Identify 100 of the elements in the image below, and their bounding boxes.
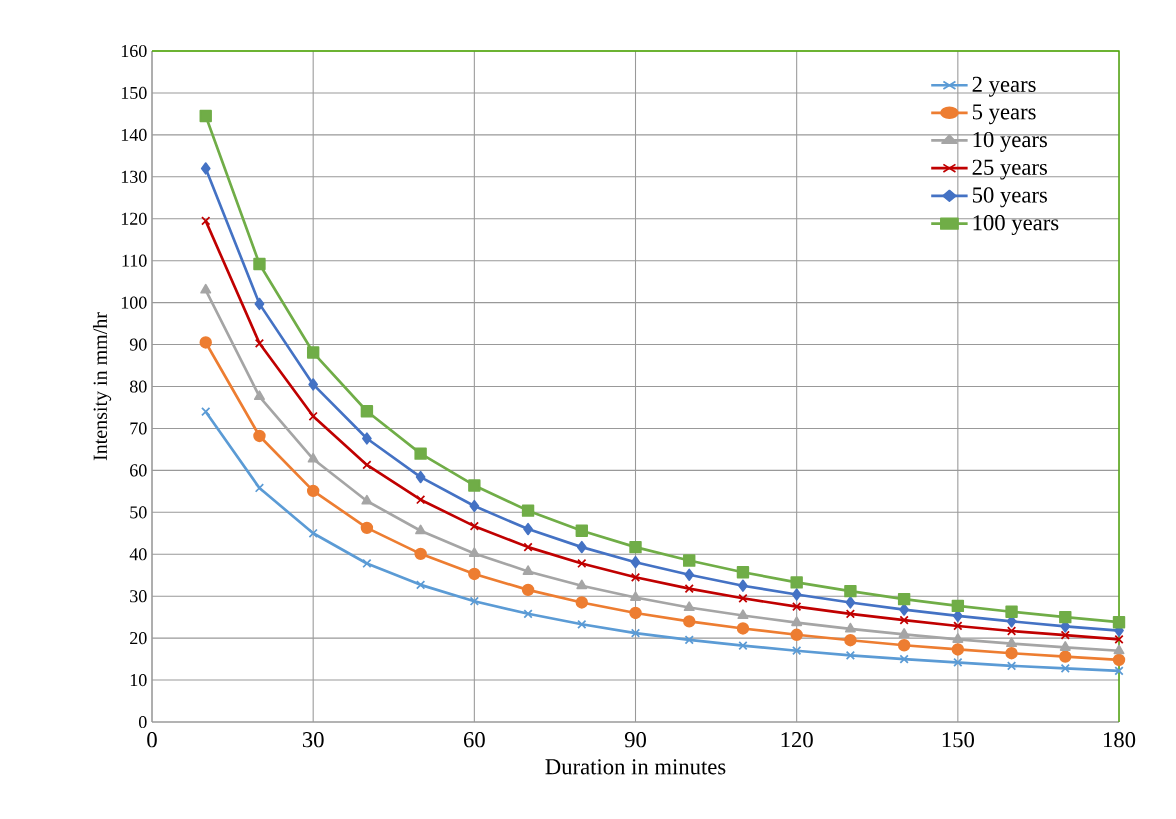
point: [738, 641, 748, 651]
point: [415, 470, 426, 484]
point: [415, 580, 426, 590]
point: [630, 628, 641, 638]
y-tick-label: 40: [129, 548, 147, 561]
point: [360, 521, 374, 535]
point: [898, 628, 910, 638]
point: [415, 495, 426, 505]
x-tick-label: 90: [624, 732, 646, 748]
point: [736, 622, 750, 635]
point: [468, 479, 481, 492]
point: [899, 654, 909, 664]
y-tick-label: 0: [138, 715, 147, 729]
point: [200, 283, 212, 294]
point: [844, 634, 857, 647]
point: [523, 522, 533, 536]
point: [469, 499, 480, 513]
x-tick-label: 60: [463, 732, 485, 748]
point: [845, 609, 856, 619]
point: [415, 524, 427, 535]
point: [630, 572, 641, 582]
point: [469, 521, 479, 531]
y-tick-label: 10: [130, 673, 147, 687]
point: [844, 584, 857, 598]
y-tick-label: 30: [130, 590, 147, 603]
point: [790, 576, 803, 589]
point: [684, 584, 694, 594]
point: [1112, 615, 1126, 629]
point: [897, 639, 911, 652]
point: [845, 596, 856, 609]
point: [306, 346, 320, 359]
legend-label: 5 years: [972, 104, 1036, 125]
point: [200, 162, 211, 175]
point: [792, 646, 802, 656]
y-tick-label: 90: [129, 338, 147, 351]
point: [414, 447, 427, 460]
point: [683, 554, 696, 567]
point: [576, 540, 587, 554]
point: [899, 615, 909, 625]
legend-label: 25 years: [972, 159, 1047, 180]
y-axis-title: Intensity in mm/hr: [92, 312, 112, 461]
point: [1006, 626, 1017, 636]
point: [307, 452, 319, 463]
point: [684, 568, 695, 581]
point: [199, 109, 212, 123]
point: [1112, 653, 1126, 667]
legend-label: 50 years: [972, 187, 1047, 208]
point: [1060, 630, 1070, 640]
y-tick-label: 70: [130, 422, 147, 435]
point: [738, 579, 748, 592]
point: [953, 657, 963, 668]
y-tick-label: 100: [121, 296, 147, 309]
x-tick-label: 150: [942, 732, 974, 748]
point: [362, 460, 372, 470]
point: [1005, 605, 1018, 618]
point: [683, 601, 695, 612]
point: [308, 528, 318, 538]
y-tick-label: 160: [121, 44, 147, 58]
point: [1114, 634, 1124, 645]
y-tick-label: 60: [130, 464, 147, 477]
point: [951, 599, 965, 613]
point: [577, 619, 587, 629]
point: [414, 547, 427, 561]
point: [1059, 650, 1072, 663]
point: [1006, 637, 1018, 648]
point: [790, 628, 803, 641]
point: [1005, 647, 1018, 660]
point: [577, 558, 587, 569]
y-tick-label: 20: [130, 632, 147, 645]
point: [1060, 663, 1070, 673]
x-tick-label: 120: [781, 732, 813, 748]
point: [306, 484, 320, 498]
point: [362, 558, 372, 569]
point: [1006, 661, 1017, 671]
point: [361, 494, 373, 505]
legend-label: 100 years: [973, 215, 1059, 236]
point: [362, 432, 372, 445]
point: [360, 405, 374, 418]
point: [792, 602, 802, 612]
point: [738, 593, 748, 603]
point: [952, 633, 964, 643]
point: [468, 547, 480, 557]
point: [253, 429, 266, 443]
point: [953, 621, 963, 631]
point: [629, 540, 642, 554]
point: [630, 556, 641, 569]
point: [791, 588, 802, 601]
point: [736, 566, 750, 579]
point: [523, 609, 533, 619]
point: [737, 609, 749, 620]
point: [844, 622, 856, 633]
point: [254, 297, 265, 311]
point: [576, 579, 588, 590]
point: [791, 616, 803, 627]
point: [468, 567, 481, 581]
y-tick-label: 130: [121, 170, 147, 183]
point: [575, 524, 588, 537]
point: [253, 257, 266, 271]
y-tick-label: 110: [122, 254, 147, 267]
point: [951, 643, 965, 656]
